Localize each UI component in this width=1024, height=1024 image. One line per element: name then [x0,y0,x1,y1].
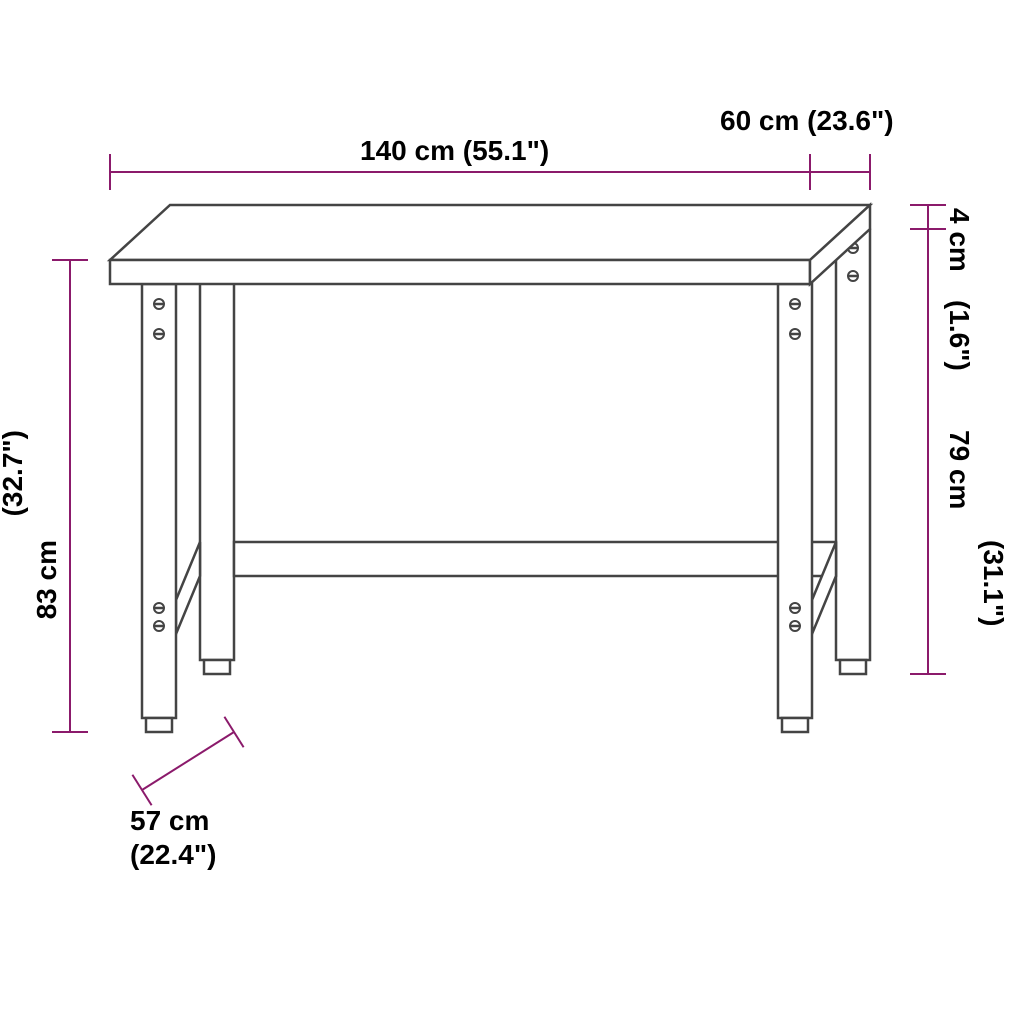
workbench-drawing [110,205,870,732]
svg-text:57 cm: 57 cm [130,805,209,836]
svg-text:(22.4"): (22.4") [130,839,216,870]
tabletop [110,205,870,284]
dim-height-legs: 79 cm(31.1") [910,229,1009,674]
svg-text:79 cm: 79 cm [944,430,975,509]
svg-text:(31.1"): (31.1") [978,540,1009,626]
dim-width: 140 cm (55.1") [110,135,810,190]
svg-text:83 cm: 83 cm [31,540,62,619]
svg-text:(1.6"): (1.6") [944,300,975,371]
svg-text:4 cm: 4 cm [944,208,975,272]
front-legs [142,284,812,732]
back-stretcher [234,542,836,576]
svg-text:140 cm (55.1"): 140 cm (55.1") [360,135,549,166]
svg-text:(32.7"): (32.7") [0,430,28,516]
dim-depth-top: 60 cm (23.6") [720,105,894,190]
dim-depth-base: 57 cm(22.4") [130,717,244,870]
back-legs [200,230,870,674]
svg-text:60 cm (23.6"): 60 cm (23.6") [720,105,894,136]
dim-height-total: 83 cm(32.7") [0,260,88,732]
